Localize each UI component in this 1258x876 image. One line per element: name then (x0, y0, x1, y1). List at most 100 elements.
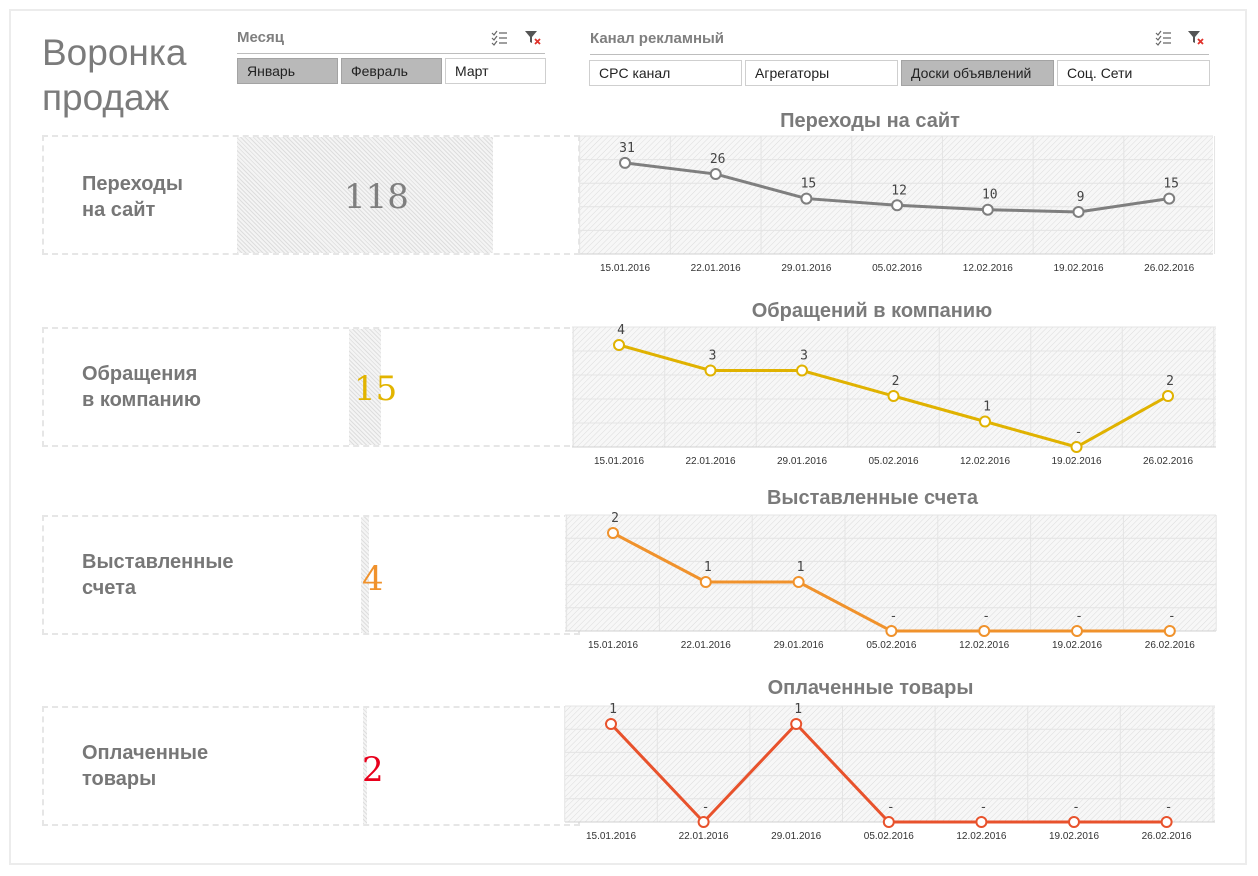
kpi-label-line: товары (82, 768, 157, 790)
x-tick-label: 19.02.2016 (1051, 456, 1101, 467)
clear-filter-icon[interactable] (524, 29, 542, 47)
chart-title: Оплаченные товары (767, 677, 974, 699)
data-label: 1 (797, 560, 805, 575)
x-tick-label: 19.02.2016 (1052, 640, 1102, 651)
kpi-label: Переходы на сайт (82, 171, 183, 223)
x-tick-label: 15.01.2016 (594, 456, 644, 467)
data-point (792, 576, 805, 588)
plot-area (565, 706, 1215, 822)
channel-item-classifieds[interactable]: Доски объявлений (901, 60, 1054, 86)
data-label: 9 (1077, 190, 1085, 205)
data-point (613, 339, 625, 351)
x-tick-label: 15.01.2016 (588, 640, 638, 651)
data-point (704, 364, 717, 377)
data-point (1068, 816, 1080, 828)
data-point (796, 364, 808, 377)
data-point (699, 576, 712, 588)
channel-item-aggregators[interactable]: Агрегаторы (745, 60, 898, 86)
kpi-value: 118 (344, 177, 409, 217)
kpi-value: 2 (362, 750, 384, 790)
chart-invoices: 2 15.01.2016 1 22.01.2016 1 29.01.2016 - 05.02.… (565, 511, 1217, 651)
kpi-invoices: Выставленные счета 4 (42, 515, 580, 635)
data-label: 1 (983, 400, 991, 415)
data-label: - (982, 609, 990, 624)
x-tick-label: 29.01.2016 (781, 263, 831, 274)
channel-slicer-header: Канал рекламный (590, 30, 725, 47)
data-point (978, 625, 991, 637)
data-label: 2 (611, 511, 619, 526)
x-tick-label: 12.02.2016 (963, 263, 1013, 274)
kpi-bar (363, 708, 367, 824)
x-tick-label: 12.02.2016 (959, 640, 1009, 651)
month-item-march[interactable]: Март (445, 58, 546, 84)
plot-area (572, 327, 1216, 447)
data-label: 2 (1166, 374, 1174, 389)
x-tick-label: 05.02.2016 (868, 456, 918, 467)
data-point (1072, 205, 1085, 218)
data-label: - (702, 800, 710, 815)
data-point (975, 816, 988, 828)
page-title-line-2: продаж (42, 77, 170, 118)
data-point (1163, 192, 1176, 205)
data-point (1162, 390, 1174, 402)
data-point (887, 390, 900, 402)
kpi-label: Выставленные счета (82, 549, 234, 601)
channel-item-cpc[interactable]: CPC канал (589, 60, 742, 86)
data-label: - (1168, 609, 1176, 624)
x-tick-label: 26.02.2016 (1143, 456, 1193, 467)
kpi-bar (237, 137, 493, 253)
data-point (800, 192, 813, 205)
data-point (709, 168, 722, 181)
x-tick-label: 22.01.2016 (679, 831, 729, 842)
clear-filter-icon[interactable] (1187, 29, 1205, 47)
data-label: 1 (609, 702, 617, 717)
multi-select-icon[interactable] (490, 29, 508, 47)
x-tick-label: 22.01.2016 (681, 640, 731, 651)
data-point (1070, 441, 1083, 453)
kpi-label: Оплаченные товары (82, 740, 208, 792)
data-point (697, 816, 710, 828)
x-tick-label: 19.02.2016 (1053, 263, 1103, 274)
x-tick-label: 15.01.2016 (600, 263, 650, 274)
kpi-value: 4 (362, 559, 384, 599)
data-label: 10 (982, 188, 998, 203)
data-point (981, 203, 994, 216)
x-tick-label: 05.02.2016 (866, 640, 916, 651)
kpi-label-line: счета (82, 577, 136, 599)
data-label: - (1072, 800, 1080, 815)
month-item-february[interactable]: Февраль (341, 58, 442, 84)
kpi-paid: Оплаченные товары 2 (42, 706, 580, 826)
x-tick-label: 26.02.2016 (1142, 831, 1192, 842)
kpi-label-line: Обращения (82, 363, 198, 385)
x-tick-label: 22.01.2016 (691, 263, 741, 274)
data-label: 3 (709, 349, 717, 364)
channel-item-social[interactable]: Соц. Сети (1057, 60, 1210, 86)
data-point (605, 718, 617, 730)
kpi-requests: Обращения в компанию 15 (42, 327, 580, 447)
data-label: 1 (704, 560, 712, 575)
kpi-label: Обращения в компанию (82, 361, 201, 413)
kpi-bar (361, 517, 369, 633)
multi-select-icon[interactable] (1154, 29, 1172, 47)
data-label: - (889, 609, 897, 624)
month-item-january[interactable]: Январь (237, 58, 338, 84)
data-label: 31 (619, 141, 635, 156)
x-tick-label: 19.02.2016 (1049, 831, 1099, 842)
x-tick-label: 05.02.2016 (864, 831, 914, 842)
x-tick-label: 29.01.2016 (774, 640, 824, 651)
kpi-label-line: Выставленные (82, 551, 234, 573)
data-label: 4 (617, 323, 625, 338)
data-point (882, 816, 895, 828)
x-tick-label: 22.01.2016 (685, 456, 735, 467)
kpi-label-line: Оплаченные (82, 742, 209, 764)
kpi-bar (349, 329, 381, 445)
page-title-line-1: Воронка (42, 32, 187, 73)
data-point (1071, 625, 1083, 637)
x-tick-label: 05.02.2016 (872, 263, 922, 274)
data-point (619, 156, 631, 169)
data-label: - (1075, 609, 1083, 624)
channel-slicer-divider (590, 54, 1209, 55)
chart-requests: 4 15.01.2016 3 22.01.2016 3 29.01.2016 2 05.02.… (572, 323, 1216, 467)
chart-paid: 1 15.01.2016 - 22.01.2016 1 29.01.2016 - 05.02.… (564, 702, 1215, 842)
data-label: - (1075, 425, 1083, 440)
